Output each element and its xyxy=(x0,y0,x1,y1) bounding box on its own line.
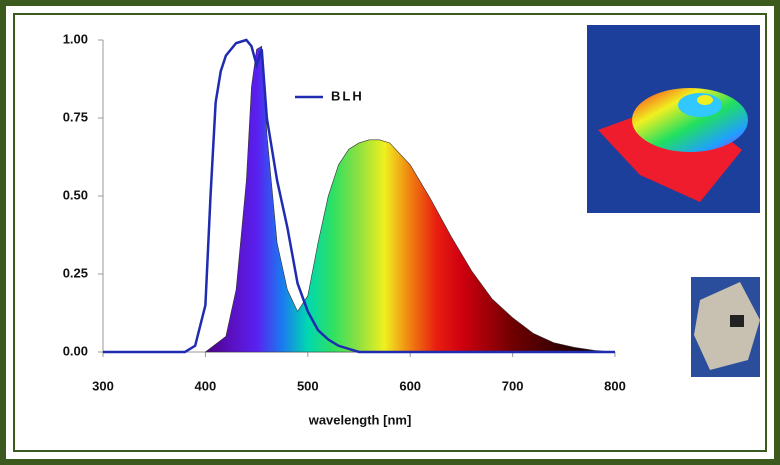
y-tick-label: 0.25 xyxy=(63,265,88,280)
inset-image xyxy=(587,25,760,213)
inner-frame xyxy=(13,13,767,452)
inset-photo xyxy=(691,277,760,377)
y-tick-label: 0.00 xyxy=(63,343,88,358)
x-tick-label: 400 xyxy=(195,378,217,393)
x-tick-label: 800 xyxy=(604,378,626,393)
series-line xyxy=(103,38,615,354)
x-axis-label: wavelength [nm] xyxy=(308,412,412,427)
y-tick-label: 0.75 xyxy=(63,109,88,124)
spectrum-area xyxy=(204,45,616,353)
x-tick-label: 700 xyxy=(502,378,524,393)
y-tick-label: 1.00 xyxy=(63,31,88,46)
legend-label: BLH xyxy=(331,88,364,103)
y-tick-label: 0.50 xyxy=(63,187,88,202)
x-tick-label: 600 xyxy=(399,378,421,393)
x-tick-label: 300 xyxy=(92,378,114,393)
x-tick-label: 500 xyxy=(297,378,319,393)
